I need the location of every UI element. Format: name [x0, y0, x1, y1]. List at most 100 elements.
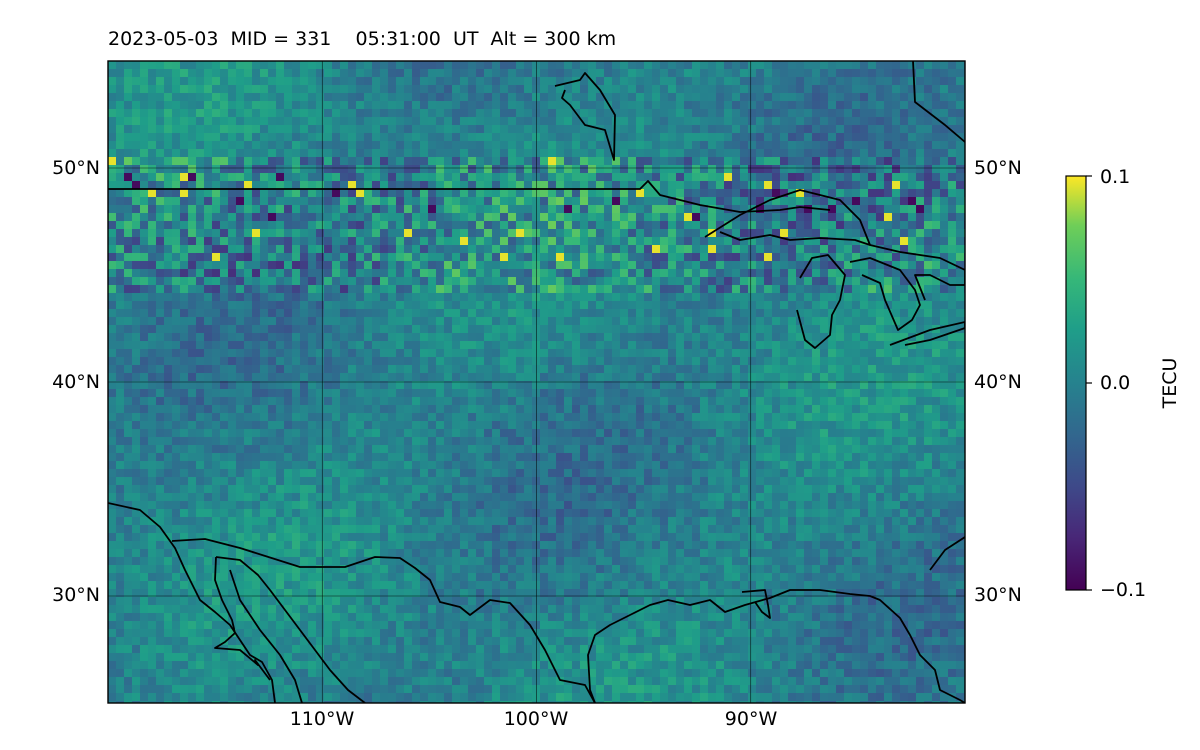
tec-cell: [108, 333, 117, 342]
tec-cell: [508, 133, 517, 142]
tec-cell: [540, 69, 549, 78]
tec-cell: [220, 85, 229, 94]
tec-cell: [156, 293, 165, 302]
tec-cell: [588, 85, 597, 94]
tec-cell: [164, 245, 173, 254]
tec-cell: [884, 229, 893, 238]
tec-cell: [932, 349, 941, 358]
tec-cell: [660, 309, 669, 318]
tec-cell: [308, 373, 317, 382]
tec-cell: [700, 309, 709, 318]
tec-cell: [380, 157, 389, 166]
tec-cell: [540, 61, 549, 70]
tec-cell: [564, 85, 573, 94]
tec-cell: [596, 133, 605, 142]
tec-cell: [692, 181, 701, 190]
tec-cell: [332, 381, 341, 390]
tec-cell: [908, 365, 917, 374]
tec-cell: [428, 157, 437, 166]
tec-cell: [196, 285, 205, 294]
tec-cell: [620, 341, 629, 350]
tec-cell: [700, 77, 709, 86]
tec-cell: [804, 373, 813, 382]
tec-cell: [692, 421, 701, 430]
tec-cell: [156, 317, 165, 326]
tec-cell: [716, 349, 725, 358]
tec-cell: [860, 389, 869, 398]
tec-cell: [244, 277, 253, 286]
tec-cell: [892, 357, 901, 366]
tec-cell: [148, 389, 157, 398]
tec-cell: [684, 413, 693, 422]
tec-cell: [516, 357, 525, 366]
tec-cell: [820, 141, 829, 150]
tec-cell: [196, 213, 205, 222]
tec-cell: [892, 197, 901, 206]
tec-cell: [924, 221, 933, 230]
tec-cell: [884, 317, 893, 326]
tec-cell: [180, 133, 189, 142]
tec-cell: [500, 173, 509, 182]
tec-cell: [348, 261, 357, 270]
tec-cell: [868, 181, 877, 190]
tec-cell: [252, 173, 261, 182]
tec-cell: [660, 389, 669, 398]
tec-cell: [764, 245, 773, 254]
tec-cell: [604, 229, 613, 238]
tec-cell: [588, 61, 597, 70]
tec-cell: [636, 317, 645, 326]
tec-cell: [948, 389, 957, 398]
tec-cell: [556, 413, 565, 422]
tec-cell: [860, 157, 869, 166]
tec-cell: [452, 181, 461, 190]
tec-cell: [812, 341, 821, 350]
tec-cell: [612, 77, 621, 86]
tec-cell: [700, 413, 709, 422]
tec-cell: [500, 141, 509, 150]
tec-cell: [820, 325, 829, 334]
tec-cell: [612, 285, 621, 294]
tec-cell: [412, 205, 421, 214]
tec-cell: [804, 253, 813, 262]
tec-cell: [708, 93, 717, 102]
tec-cell: [268, 373, 277, 382]
tec-cell: [676, 237, 685, 246]
tec-cell: [148, 357, 157, 366]
tec-cell: [884, 333, 893, 342]
tec-cell: [900, 309, 909, 318]
tec-cell: [660, 269, 669, 278]
tec-cell: [452, 85, 461, 94]
tec-cell: [452, 413, 461, 422]
tec-cell: [876, 365, 885, 374]
tec-cell: [372, 221, 381, 230]
tec-cell: [940, 157, 949, 166]
tec-cell: [452, 109, 461, 118]
tec-cell: [564, 317, 573, 326]
tec-cell: [596, 61, 605, 70]
tec-cell: [692, 101, 701, 110]
tec-cell: [748, 221, 757, 230]
tec-cell: [884, 381, 893, 390]
tec-cell: [236, 365, 245, 374]
tec-cell: [436, 61, 445, 70]
tec-cell: [948, 157, 957, 166]
tec-cell: [668, 181, 677, 190]
tec-cell: [708, 261, 717, 270]
tec-cell: [292, 237, 301, 246]
tec-cell: [916, 141, 925, 150]
tec-cell: [164, 381, 173, 390]
tec-cell: [788, 77, 797, 86]
tec-cell: [732, 245, 741, 254]
tec-cell: [612, 413, 621, 422]
tec-cell: [780, 269, 789, 278]
tec-cell: [244, 325, 253, 334]
tec-cell: [580, 269, 589, 278]
tec-cell: [476, 341, 485, 350]
tec-cell: [388, 165, 397, 174]
tec-cell: [556, 261, 565, 270]
tec-cell: [116, 309, 125, 318]
tec-cell: [772, 421, 781, 430]
tec-cell: [396, 181, 405, 190]
tec-cell: [276, 61, 285, 70]
tec-cell: [460, 197, 469, 206]
